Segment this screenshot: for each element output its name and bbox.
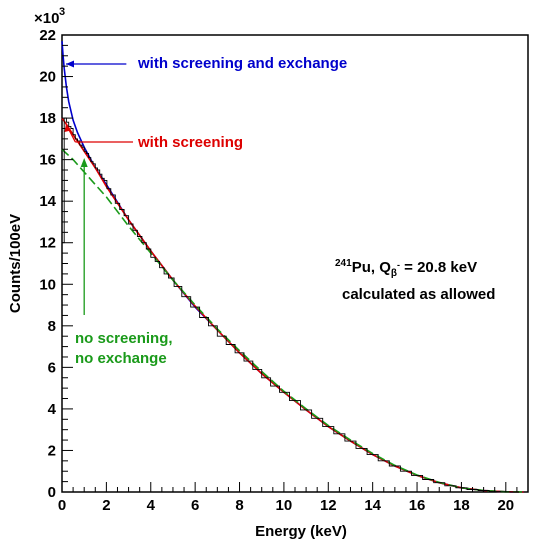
x-tick-label: 14 [364,497,381,514]
y-tick-label: 12 [39,235,56,252]
series-line-1 [61,117,524,493]
series-line-2 [61,148,524,493]
red-arrow-head [64,124,71,132]
x-tick-label: 2 [102,497,110,514]
annotation-no-screening-line1: no screening, [75,330,173,347]
x-tick-label: 8 [235,497,243,514]
info-text-line2: calculated as allowed [342,286,495,303]
y-tick-label: 8 [48,318,56,335]
y-tick-label: 10 [39,276,56,293]
label-layer: with screening and exchange with screenin… [64,55,495,367]
x-tick-label: 10 [276,497,293,514]
axis-layer: 0 2 4 6 8 10 12 14 16 18 20 0 2 4 6 8 10 12 14 16 18 20 22×10 3… [7,6,529,540]
x-tick-label: 0 [58,497,66,514]
y-tick-label: 4 [48,401,57,418]
y-tick-label: 22 [39,27,56,44]
x-tick-label: 20 [497,497,514,514]
y-multiplier-label: ×10 [34,10,59,27]
annotation-screening: with screening [137,134,243,151]
y-tick-label: 20 [39,69,56,86]
y-multiplier-exponent: 3 [59,6,65,18]
info-text-line1: 241Pu, Qβ- = 20.8 keV [335,258,477,279]
y-tick-label: 2 [48,442,56,459]
y-tick-label: 16 [39,152,56,169]
curve-layer [61,41,524,493]
x-tick-label: 18 [453,497,470,514]
y-tick-label: 6 [48,359,56,376]
y-tick-label: 18 [39,110,56,127]
x-tick-label: 16 [409,497,426,514]
annotation-no-screening-line2: no exchange [75,350,167,367]
annotation-screening-exchange: with screening and exchange [137,55,347,72]
y-axis-title: Counts/100eV [7,214,24,313]
x-tick-label: 12 [320,497,337,514]
x-tick-label: 6 [191,497,199,514]
histogram-series [61,117,520,493]
y-tick-label: 14 [39,193,56,210]
green-arrow-head [80,158,88,167]
x-tick-label: 4 [147,497,156,514]
blue-arrow-head [65,60,74,68]
x-axis-title: Energy (keV) [255,523,347,540]
y-tick-label: 0 [48,484,56,501]
